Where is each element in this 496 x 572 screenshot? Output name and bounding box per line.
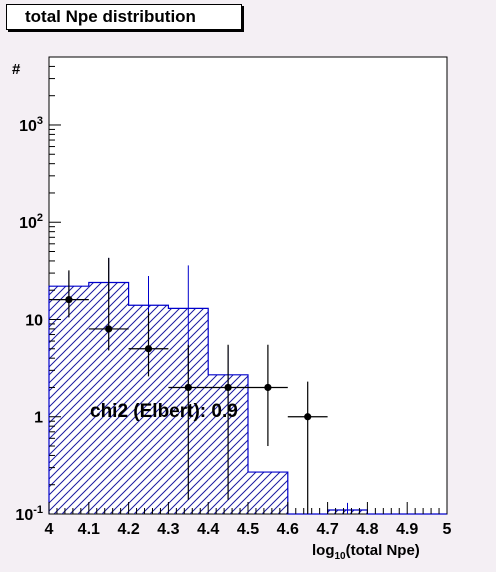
y-tick-base: 10 <box>19 118 37 135</box>
data-point <box>184 383 192 392</box>
x-tick-label: 5 <box>443 521 452 538</box>
y-tick-base: 1 <box>34 410 43 427</box>
data-point <box>264 383 272 392</box>
chi2-annotation: chi2 (Elbert): 0.9 <box>90 401 238 422</box>
y-tick-exponent: 3 <box>37 115 43 127</box>
x-tick-label: 4.6 <box>277 521 299 538</box>
y-tick-base: 10 <box>25 312 43 329</box>
y-tick-label: 10-1 <box>15 504 43 524</box>
histogram-bin-fill <box>68 286 89 514</box>
data-point <box>144 345 153 353</box>
histogram-outline <box>48 281 447 515</box>
x-tick-label: 4.9 <box>396 521 418 538</box>
x-tick-label: 4.5 <box>237 521 259 538</box>
x-tick-label: 4.8 <box>356 521 378 538</box>
x-tick-label: 4.1 <box>78 521 100 538</box>
y-tick-base: 10 <box>15 507 33 524</box>
data-point <box>105 325 113 333</box>
x-axis-title-log: log <box>312 542 335 559</box>
x-tick-label: 4.3 <box>157 521 179 538</box>
chart-title: total Npe distribution <box>6 4 242 30</box>
y-tick-label: 10 <box>25 312 43 329</box>
x-tick-label: 4.7 <box>316 521 338 538</box>
y-tick-exponent: -1 <box>33 504 43 516</box>
y-tick-exponent: 2 <box>37 212 43 224</box>
y-tick-base: 10 <box>19 215 37 232</box>
x-tick-label: 4.4 <box>197 521 219 538</box>
y-tick-label: 1 <box>34 410 43 427</box>
y-tick-label: 103 <box>19 115 43 135</box>
x-axis-title: log10(total Npe) <box>312 542 420 562</box>
x-tick-label: 4 <box>45 521 54 538</box>
data-point <box>304 413 312 421</box>
histogram-bin-fill <box>49 286 69 514</box>
data-point <box>224 383 232 392</box>
data-point <box>65 296 73 304</box>
y-tick-label: 102 <box>19 212 43 232</box>
x-tick-label: 4.2 <box>117 521 139 538</box>
histogram-bin-fill <box>248 472 288 514</box>
x-axis-title-subscript: 10 <box>335 551 347 562</box>
x-axis-title-rest: (total Npe) <box>346 542 420 559</box>
y-axis-title: # <box>12 61 21 78</box>
